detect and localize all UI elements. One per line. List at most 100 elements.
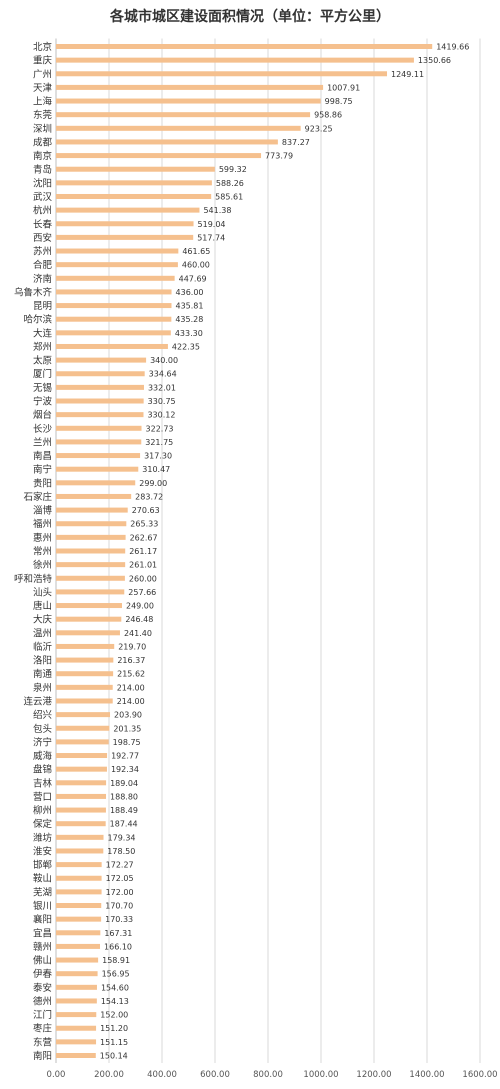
value-label: 261.01 — [129, 561, 157, 570]
value-label: 166.10 — [104, 942, 132, 951]
bar — [56, 753, 108, 759]
value-label: 517.74 — [197, 233, 225, 242]
bar — [56, 1012, 97, 1018]
bar — [56, 521, 127, 527]
bar — [56, 548, 126, 554]
category-label: 沈阳 — [33, 177, 52, 189]
value-label: 192.34 — [111, 765, 139, 774]
value-label: 270.63 — [132, 506, 160, 515]
category-label: 邯郸 — [33, 859, 53, 871]
bar — [56, 793, 107, 799]
bar — [56, 848, 104, 854]
category-label: 南阳 — [33, 1050, 52, 1062]
category-label: 南通 — [33, 668, 53, 680]
bar — [56, 957, 99, 963]
bar — [56, 480, 136, 486]
bar — [56, 57, 414, 63]
x-tick-label: 1400.00 — [409, 1070, 444, 1080]
bar — [56, 930, 101, 936]
category-label: 昆明 — [33, 301, 52, 312]
value-label: 958.86 — [314, 111, 342, 120]
bar — [56, 575, 125, 581]
bar — [56, 862, 102, 868]
bar — [56, 371, 145, 377]
bar — [56, 289, 172, 295]
category-label: 惠州 — [33, 532, 52, 544]
value-label: 261.17 — [129, 547, 157, 556]
bar — [56, 166, 215, 172]
category-label: 唐山 — [33, 600, 52, 612]
bar — [56, 725, 110, 731]
value-label: 203.90 — [114, 711, 142, 720]
bar — [56, 453, 141, 459]
bar — [56, 698, 113, 704]
value-label: 340.00 — [150, 356, 178, 365]
category-label: 深圳 — [33, 124, 52, 135]
category-label: 厦门 — [33, 368, 52, 380]
bar — [56, 425, 142, 431]
value-label: 188.80 — [110, 792, 138, 801]
bar — [56, 330, 171, 336]
category-label: 呼和浩特 — [14, 573, 53, 585]
value-label: 283.72 — [135, 492, 163, 501]
category-label: 东莞 — [33, 109, 53, 121]
value-label: 541.38 — [203, 206, 231, 215]
x-tick-label: 0.00 — [47, 1070, 66, 1080]
category-label: 常州 — [33, 546, 52, 558]
category-label: 济宁 — [33, 736, 52, 748]
category-label: 无锡 — [33, 382, 52, 394]
category-label: 石家庄 — [23, 491, 52, 503]
bar — [56, 903, 102, 909]
category-label: 营口 — [33, 791, 52, 803]
value-label: 1419.66 — [436, 43, 469, 52]
category-label: 吉林 — [33, 777, 53, 789]
value-label: 998.75 — [325, 97, 353, 106]
category-label: 淄博 — [33, 505, 53, 517]
category-label: 太原 — [33, 355, 52, 367]
bar — [56, 398, 144, 404]
category-label: 枣庄 — [33, 1023, 53, 1035]
bar — [56, 275, 175, 281]
category-label: 泉州 — [33, 682, 52, 694]
value-label: 330.75 — [148, 397, 176, 406]
bar — [56, 739, 109, 745]
value-label: 1350.66 — [418, 56, 451, 65]
bar — [56, 466, 139, 472]
value-label: 152.00 — [100, 1011, 128, 1020]
value-label: 923.25 — [305, 124, 333, 133]
x-tick-label: 1600.00 — [462, 1070, 497, 1080]
x-tick-label: 200.00 — [94, 1070, 124, 1080]
bar — [56, 712, 111, 718]
bar — [56, 616, 122, 622]
value-label: 178.50 — [107, 847, 135, 856]
category-label: 郑州 — [33, 341, 52, 353]
category-label: 泰安 — [33, 982, 52, 994]
category-label: 青岛 — [33, 164, 52, 176]
bar — [56, 193, 212, 199]
value-label: 172.05 — [106, 874, 134, 883]
bar — [56, 834, 104, 840]
category-label: 济南 — [33, 273, 52, 285]
category-label: 福州 — [33, 518, 52, 530]
bar — [56, 684, 113, 690]
category-label: 南宁 — [33, 464, 52, 476]
value-label: 322.73 — [146, 424, 174, 433]
value-label: 249.00 — [126, 602, 154, 611]
value-label: 187.44 — [110, 820, 138, 829]
category-label: 长沙 — [33, 423, 53, 435]
category-label: 武汉 — [33, 191, 53, 203]
category-label: 南昌 — [33, 450, 52, 462]
bar — [56, 671, 114, 677]
value-label: 154.60 — [101, 983, 129, 992]
category-label: 盘锦 — [33, 764, 52, 776]
bar — [56, 1025, 97, 1031]
category-label: 南京 — [33, 150, 52, 162]
bar — [56, 643, 115, 649]
value-label: 585.61 — [215, 192, 243, 201]
category-label: 包头 — [33, 723, 52, 735]
category-label: 鞍山 — [33, 873, 52, 885]
category-label: 潍坊 — [33, 832, 53, 844]
category-label: 重庆 — [33, 55, 53, 67]
value-label: 172.00 — [106, 888, 134, 897]
category-label: 赣州 — [33, 941, 52, 953]
